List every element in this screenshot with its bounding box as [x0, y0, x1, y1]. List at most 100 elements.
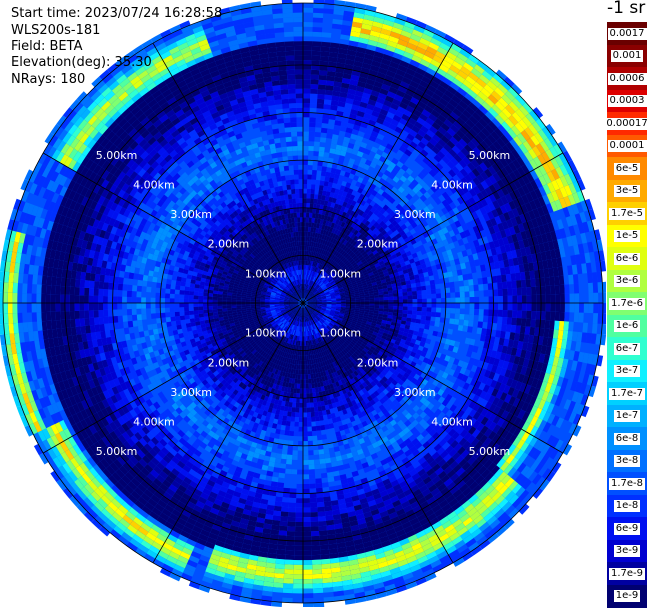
ppi-cell [446, 308, 451, 313]
ppi-cell [451, 303, 456, 308]
ppi-cell [317, 502, 324, 507]
ppi-cell [388, 309, 393, 312]
ppi-cell [305, 365, 307, 370]
ppi-cell [408, 303, 413, 307]
ppi-cell [379, 306, 384, 309]
ppi-cell [549, 277, 555, 286]
ppi-cell [496, 323, 502, 330]
ppi-cell [310, 398, 314, 403]
ppi-cell [327, 472, 334, 478]
ppi-cell [412, 291, 417, 295]
ppi-cell [325, 85, 333, 91]
ppi-cell [468, 320, 473, 326]
ppi-cell [388, 294, 393, 297]
ppi-cell [498, 303, 503, 310]
ppi-cell [489, 303, 494, 310]
ppi-cell [320, 549, 329, 555]
ppi-cell [324, 99, 332, 105]
ppi-cell [305, 246, 307, 251]
ppi-cell [412, 303, 417, 307]
ppi-cell [550, 294, 555, 303]
ppi-cell [309, 127, 315, 132]
ppi-cell [584, 303, 589, 313]
ppi-cell [303, 151, 308, 156]
ppi-cell [320, 463, 326, 468]
ppi-cell [305, 236, 307, 241]
ppi-cell [452, 270, 458, 276]
ppi-cell [559, 276, 565, 285]
ppi-cell [384, 294, 389, 297]
ppi-cell [498, 296, 503, 303]
ppi-cell [316, 426, 321, 431]
ppi-cell [369, 308, 374, 311]
ppi-cell [303, 179, 307, 184]
ppi-cell [310, 407, 314, 412]
ppi-cell [462, 274, 468, 280]
ppi-cell [312, 208, 316, 213]
ppi-cell [521, 318, 526, 326]
ppi-cell [324, 448, 330, 454]
ppi-cell [416, 282, 421, 287]
ppi-cell [327, 129, 334, 135]
ppi-cell [312, 27, 322, 32]
ppi-cell [431, 289, 436, 294]
ppi-cell [460, 292, 465, 298]
ppi-cell [389, 303, 394, 306]
ppi-cell [427, 307, 432, 312]
ppi-cell [315, 122, 322, 127]
ppi-cell [314, 141, 320, 146]
ppi-cell [541, 303, 546, 311]
ppi-cell [320, 180, 325, 185]
ppi-cell [529, 327, 535, 336]
ppi-cell [468, 279, 473, 285]
ppi-cell [417, 299, 422, 303]
ppi-cell [470, 303, 475, 309]
ppi-cell [321, 46, 330, 52]
ppi-cell [478, 284, 483, 291]
ppi-cell [503, 296, 508, 303]
ppi-cell [484, 309, 489, 316]
ppi-cell [319, 526, 327, 531]
ppi-cell [303, 46, 312, 51]
ppi-cell [303, 51, 312, 56]
ppi-cell [315, 416, 320, 421]
ppi-cell [426, 316, 431, 321]
ppi-cell [314, 407, 318, 412]
ppi-cell [455, 298, 460, 303]
ppi-cell [309, 213, 312, 218]
ppi-cell [407, 288, 412, 292]
ppi-cell [313, 17, 323, 22]
ppi-cell [393, 312, 398, 316]
ppi-cell [474, 309, 479, 315]
ppi-cell [463, 320, 468, 326]
ppi-cell [531, 303, 536, 311]
ppi-cell [318, 84, 326, 89]
ppi-cell [309, 136, 315, 141]
ppi-cell [469, 285, 474, 291]
ppi-cell [355, 299, 360, 301]
ppi-cell [431, 303, 436, 308]
ppi-cell [550, 312, 555, 321]
ppi-cell [393, 309, 398, 313]
ppi-cell [497, 317, 502, 324]
ppi-cell [351, 305, 356, 307]
ppi-cell [310, 94, 317, 99]
ppi-cell [360, 299, 365, 301]
ppi-cell [379, 297, 384, 300]
ppi-cell [420, 320, 425, 325]
ppi-cell [459, 319, 464, 325]
ppi-cell [517, 288, 522, 296]
ppi-cell [308, 379, 311, 384]
ppi-cell [303, 189, 307, 194]
ppi-cell [488, 309, 493, 316]
ppi-cell [351, 299, 356, 301]
ppi-cell [421, 290, 426, 295]
ppi-cell [314, 146, 320, 151]
ppi-cell [546, 294, 551, 303]
ppi-cell [326, 467, 333, 473]
ppi-cell [536, 295, 541, 303]
ppi-cell [427, 303, 432, 307]
ppi-cell [310, 84, 318, 89]
ppi-cell [549, 320, 555, 329]
ppi-cell [322, 578, 332, 584]
